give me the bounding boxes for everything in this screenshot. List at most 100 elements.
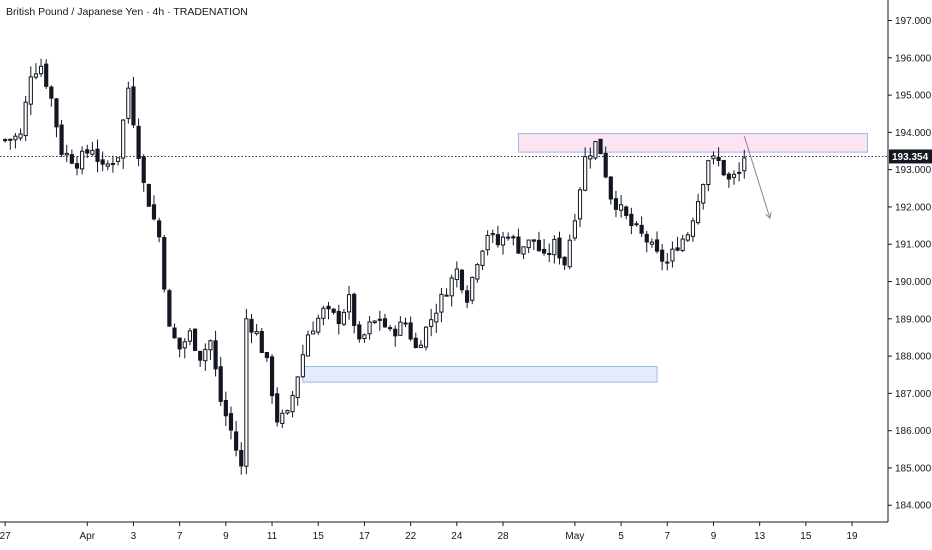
x-tick-label: 27 xyxy=(0,531,11,542)
candle-body xyxy=(542,248,547,254)
y-tick-label: 195.000 xyxy=(895,91,932,102)
candle-body xyxy=(346,294,352,313)
candle-body xyxy=(126,87,131,119)
y-tick-label: 196.000 xyxy=(895,53,932,64)
candle-body xyxy=(38,65,44,75)
candle-body xyxy=(577,189,583,220)
candle-body xyxy=(511,236,516,239)
candle-body xyxy=(110,162,116,165)
candle-body xyxy=(100,159,105,165)
candle-body xyxy=(331,308,336,313)
candle-body xyxy=(311,330,316,335)
candle-body xyxy=(198,350,203,361)
candle-body xyxy=(526,239,531,249)
x-tick-label: 24 xyxy=(451,531,463,542)
candle-body xyxy=(490,233,495,236)
candle-body xyxy=(326,305,331,310)
y-tick-label: 186.000 xyxy=(895,426,932,437)
resistance-zone xyxy=(517,132,868,153)
candle-body xyxy=(649,241,654,245)
x-tick-label: 19 xyxy=(847,531,859,542)
candle-body xyxy=(305,334,311,357)
candle-body xyxy=(413,337,418,348)
candle-body xyxy=(644,233,649,243)
candle-body xyxy=(557,237,562,259)
x-tick-label: 15 xyxy=(313,531,325,542)
candle-body xyxy=(454,268,459,281)
candle-body xyxy=(495,234,500,246)
candle-body xyxy=(629,213,634,227)
candle-body xyxy=(418,344,423,349)
candle-body xyxy=(141,156,146,183)
candle-body xyxy=(731,173,737,178)
y-tick-label: 197.000 xyxy=(895,16,932,27)
candle-body xyxy=(618,204,624,211)
candle-body xyxy=(157,220,162,238)
arrow-shaft xyxy=(743,135,771,219)
candle-body xyxy=(59,124,64,155)
candle-body xyxy=(64,152,69,156)
candle-body xyxy=(680,238,685,251)
candle-body xyxy=(654,239,660,252)
candle-body xyxy=(23,101,28,137)
candle-body xyxy=(146,184,151,207)
candle-body xyxy=(28,76,33,105)
candle-body xyxy=(13,135,18,141)
x-tick-label: 7 xyxy=(665,531,671,542)
candle-body xyxy=(711,155,716,160)
candle-body xyxy=(434,312,439,323)
x-tick-label: 3 xyxy=(131,531,137,542)
candle-body xyxy=(290,394,295,413)
candle-body xyxy=(393,328,398,337)
candle-body xyxy=(131,86,136,126)
candle-body xyxy=(613,198,619,210)
candle-body xyxy=(567,239,572,268)
candle-body xyxy=(115,157,121,162)
candle-body xyxy=(459,269,465,291)
candle-body xyxy=(203,348,208,362)
candle-body xyxy=(737,171,742,174)
x-tick-label: 22 xyxy=(405,531,417,542)
candle-body xyxy=(33,73,39,78)
candle-body xyxy=(192,328,198,351)
candle-body xyxy=(3,139,8,142)
candle-body xyxy=(362,334,367,340)
candle-body xyxy=(521,246,526,255)
candle-body xyxy=(177,337,182,350)
candle-body xyxy=(352,293,357,326)
candle-body xyxy=(382,318,388,328)
candle-body xyxy=(506,236,511,239)
candle-body xyxy=(485,234,490,251)
price-tag: 193.354 xyxy=(889,149,932,164)
y-tick-label: 190.000 xyxy=(895,277,932,288)
candle-body xyxy=(357,324,362,340)
candle-body xyxy=(665,261,670,264)
candle-body xyxy=(187,330,193,342)
candle-body xyxy=(377,318,382,321)
price-tag-background xyxy=(889,149,932,164)
candle-body xyxy=(136,125,141,159)
candle-body xyxy=(244,318,249,467)
candle-body xyxy=(624,206,629,216)
candle-body xyxy=(639,224,644,234)
candle-body xyxy=(572,220,577,239)
candle-body xyxy=(500,236,506,246)
x-tick-label: 28 xyxy=(497,531,509,542)
candle-body xyxy=(675,247,680,251)
candle-body xyxy=(162,236,167,290)
candle-body xyxy=(701,184,706,204)
candle-body xyxy=(95,148,100,162)
y-tick-label: 188.000 xyxy=(895,352,932,363)
candle-body xyxy=(536,239,542,252)
candle-body xyxy=(372,320,377,324)
candle-body xyxy=(531,239,536,242)
candle-body xyxy=(336,310,341,325)
candle-body xyxy=(167,290,172,327)
candle-body xyxy=(172,327,177,339)
x-tick-label: May xyxy=(565,531,584,542)
candle-body xyxy=(121,119,126,159)
candle-body xyxy=(660,249,665,262)
candle-body xyxy=(321,307,326,319)
candle-body xyxy=(151,204,157,220)
